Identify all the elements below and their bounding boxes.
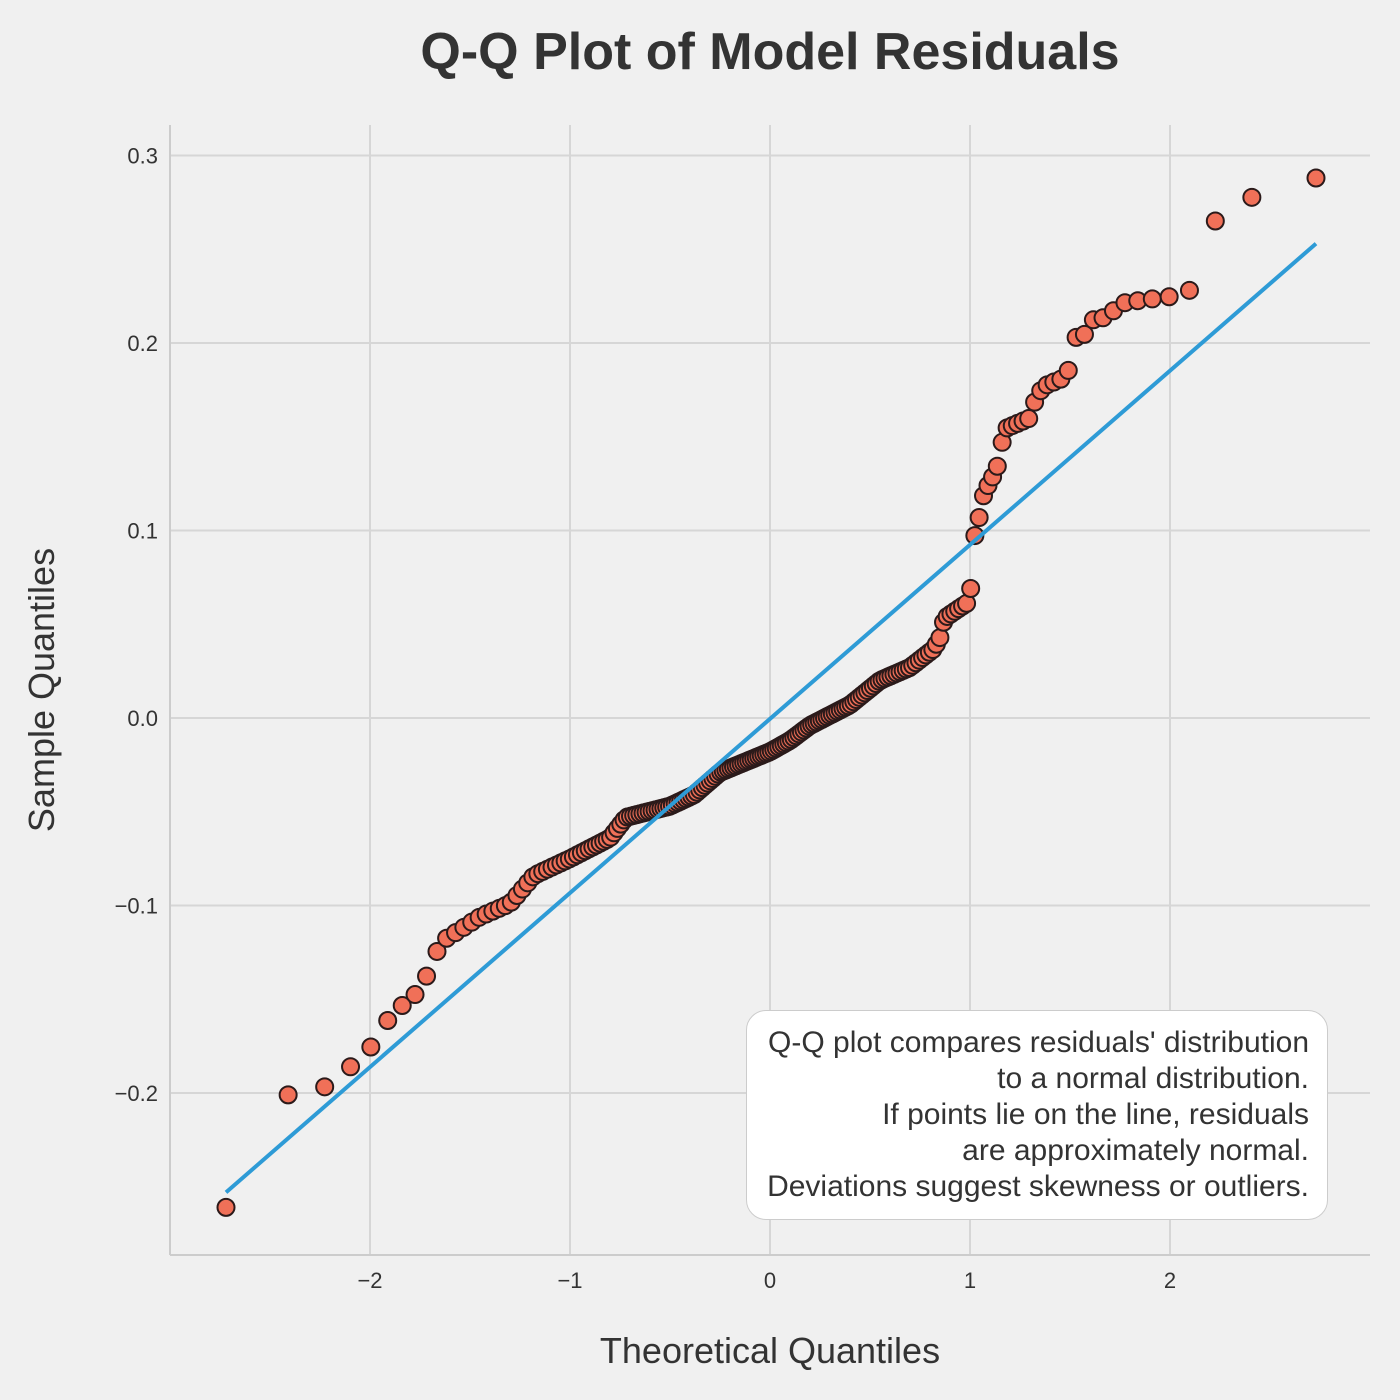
- data-points: [216, 168, 1326, 1217]
- y-tick-label: 0.0: [127, 706, 158, 731]
- x-tick-label: 2: [1164, 1268, 1176, 1293]
- y-tick-label: 0.1: [127, 519, 158, 544]
- data-point: [361, 1037, 381, 1057]
- annotation-line-3: If points lie on the line, residuals: [882, 1098, 1309, 1131]
- data-point: [1074, 324, 1094, 344]
- tick-labels: −2 −1 0 1 2 −0.2 −0.1 0.0 0.1 0.2 0.3: [115, 144, 1177, 1294]
- data-point: [1019, 409, 1039, 429]
- data-point: [315, 1077, 335, 1097]
- data-point: [1306, 168, 1326, 188]
- data-point: [1058, 360, 1078, 380]
- data-point: [341, 1057, 361, 1077]
- data-point: [969, 508, 989, 528]
- data-point: [1205, 211, 1225, 231]
- data-point: [930, 628, 950, 648]
- reference-line: [224, 242, 1318, 1194]
- annotation-line-4: are approximately normal.: [962, 1134, 1309, 1167]
- x-axis-label: Theoretical Quantiles: [599, 1330, 941, 1371]
- chart-title: Q-Q Plot of Model Residuals: [420, 23, 1120, 81]
- axes-spines: [169, 125, 1370, 1256]
- x-tick-label: −1: [557, 1268, 582, 1293]
- annotation-line-1: Q-Q plot compares residuals' distributio…: [768, 1026, 1309, 1059]
- y-tick-label: 0.3: [127, 144, 158, 169]
- x-tick-label: 0: [764, 1268, 776, 1293]
- data-point: [378, 1010, 398, 1030]
- data-point: [961, 578, 981, 598]
- data-point: [392, 995, 412, 1015]
- y-tick-label: 0.2: [127, 331, 158, 356]
- data-point: [1142, 289, 1162, 309]
- annotation-line-5: Deviations suggest skewness or outliers.: [767, 1170, 1309, 1203]
- y-tick-label: −0.1: [115, 894, 158, 919]
- data-point: [405, 985, 425, 1005]
- x-tick-label: −2: [357, 1268, 382, 1293]
- data-point: [216, 1197, 236, 1217]
- x-tick-label: 1: [964, 1268, 976, 1293]
- data-point: [417, 966, 437, 986]
- annotation-box: Q-Q plot compares residuals' distributio…: [746, 1010, 1328, 1220]
- data-point: [1159, 287, 1179, 307]
- data-point: [1179, 280, 1199, 300]
- data-point: [278, 1085, 298, 1105]
- data-point: [427, 941, 447, 961]
- data-point: [1242, 187, 1262, 207]
- y-tick-label: −0.2: [115, 1081, 158, 1106]
- annotation-line-2: to a normal distribution.: [997, 1062, 1309, 1095]
- data-point: [987, 456, 1007, 476]
